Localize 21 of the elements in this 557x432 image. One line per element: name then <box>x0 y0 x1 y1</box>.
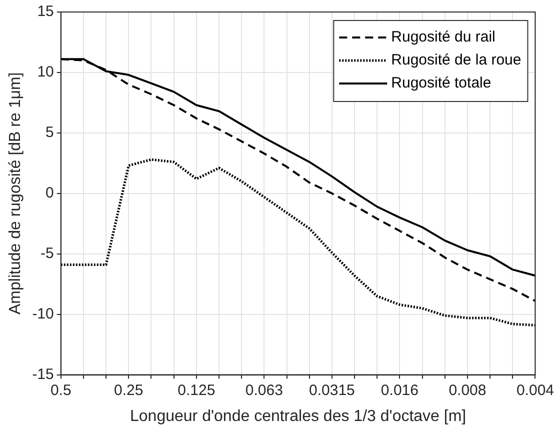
y-axis-title: Amplitude de rugosité [dB re 1μm] <box>7 72 24 315</box>
x-tick-label: 0.0315 <box>308 382 355 399</box>
line-series <box>60 158 536 326</box>
y-tick-label: 0 <box>46 184 54 202</box>
x-tick-label: 0.5 <box>50 382 72 399</box>
legend-label: Rugosité de la roue <box>391 52 522 69</box>
x-tick-label: 0.063 <box>245 382 283 399</box>
y-tick-label: 15 <box>37 3 54 20</box>
y-tick-label: -15 <box>32 366 54 383</box>
legend-label: Rugosité totale <box>391 74 492 92</box>
x-tick-label: 0.25 <box>114 382 144 399</box>
y-tick-label: -10 <box>32 305 54 322</box>
x-tick-label: 0.008 <box>448 382 486 399</box>
y-tick-label: 10 <box>37 64 54 81</box>
x-tick-label: 0.004 <box>516 382 554 399</box>
x-axis-title: Longueur d'onde centrales des 1/3 d'octave [m] <box>130 408 466 425</box>
legend-label: Rugosité du rail <box>391 28 496 46</box>
y-tick-label: 5 <box>46 124 54 142</box>
y-tick-label: -5 <box>40 245 54 262</box>
x-tick-label: 0.125 <box>178 382 216 399</box>
x-tick-label: 0.016 <box>380 382 418 399</box>
